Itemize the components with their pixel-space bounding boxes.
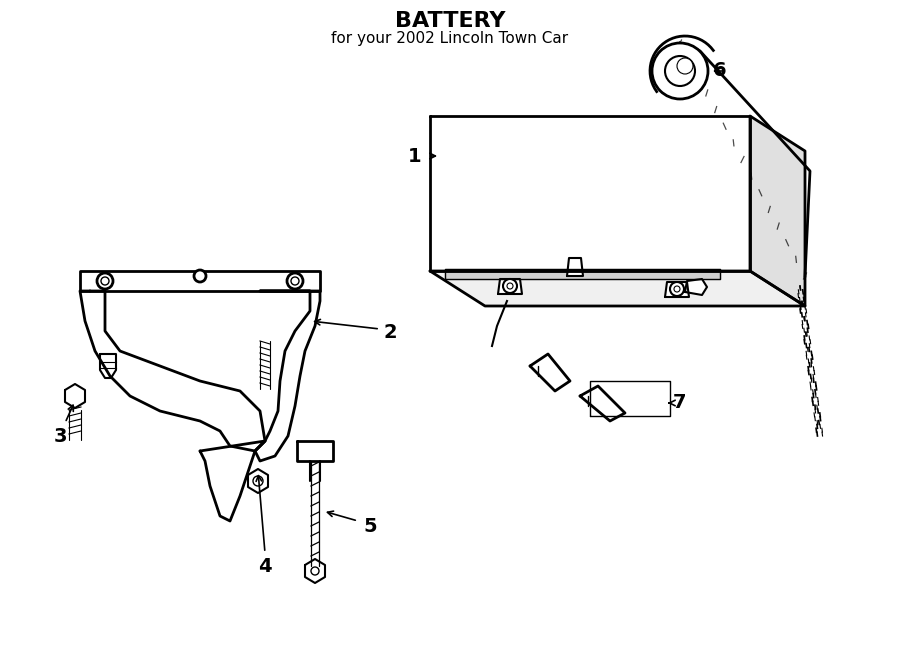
- Circle shape: [194, 270, 206, 282]
- Circle shape: [665, 56, 695, 86]
- Polygon shape: [305, 559, 325, 583]
- Polygon shape: [685, 279, 707, 295]
- Circle shape: [101, 277, 109, 285]
- Circle shape: [97, 273, 113, 289]
- Circle shape: [677, 58, 693, 74]
- Text: 7: 7: [673, 393, 687, 412]
- Polygon shape: [498, 279, 522, 294]
- Polygon shape: [430, 271, 805, 306]
- Polygon shape: [200, 441, 265, 521]
- Text: 4: 4: [258, 557, 272, 576]
- Polygon shape: [255, 291, 320, 461]
- Polygon shape: [80, 271, 320, 291]
- Polygon shape: [100, 354, 116, 378]
- Polygon shape: [567, 258, 583, 276]
- Polygon shape: [65, 384, 85, 408]
- Polygon shape: [750, 116, 805, 306]
- Polygon shape: [297, 441, 333, 461]
- Polygon shape: [430, 116, 750, 271]
- Text: BATTERY: BATTERY: [395, 11, 505, 31]
- Text: 5: 5: [364, 516, 377, 535]
- Polygon shape: [530, 354, 570, 391]
- Circle shape: [652, 43, 708, 99]
- Text: 2: 2: [383, 323, 397, 342]
- Circle shape: [674, 286, 680, 292]
- Circle shape: [287, 273, 303, 289]
- Text: for your 2002 Lincoln Town Car: for your 2002 Lincoln Town Car: [331, 32, 569, 46]
- Circle shape: [670, 282, 684, 296]
- Text: 1: 1: [409, 147, 422, 165]
- Text: 3: 3: [53, 426, 67, 446]
- Polygon shape: [248, 469, 268, 493]
- Circle shape: [507, 283, 513, 289]
- Circle shape: [503, 279, 517, 293]
- Circle shape: [253, 476, 263, 486]
- Polygon shape: [80, 291, 265, 451]
- Text: 6: 6: [713, 61, 727, 81]
- Circle shape: [291, 277, 299, 285]
- Polygon shape: [665, 282, 689, 297]
- Polygon shape: [580, 386, 625, 421]
- Polygon shape: [445, 269, 720, 279]
- Circle shape: [311, 567, 319, 575]
